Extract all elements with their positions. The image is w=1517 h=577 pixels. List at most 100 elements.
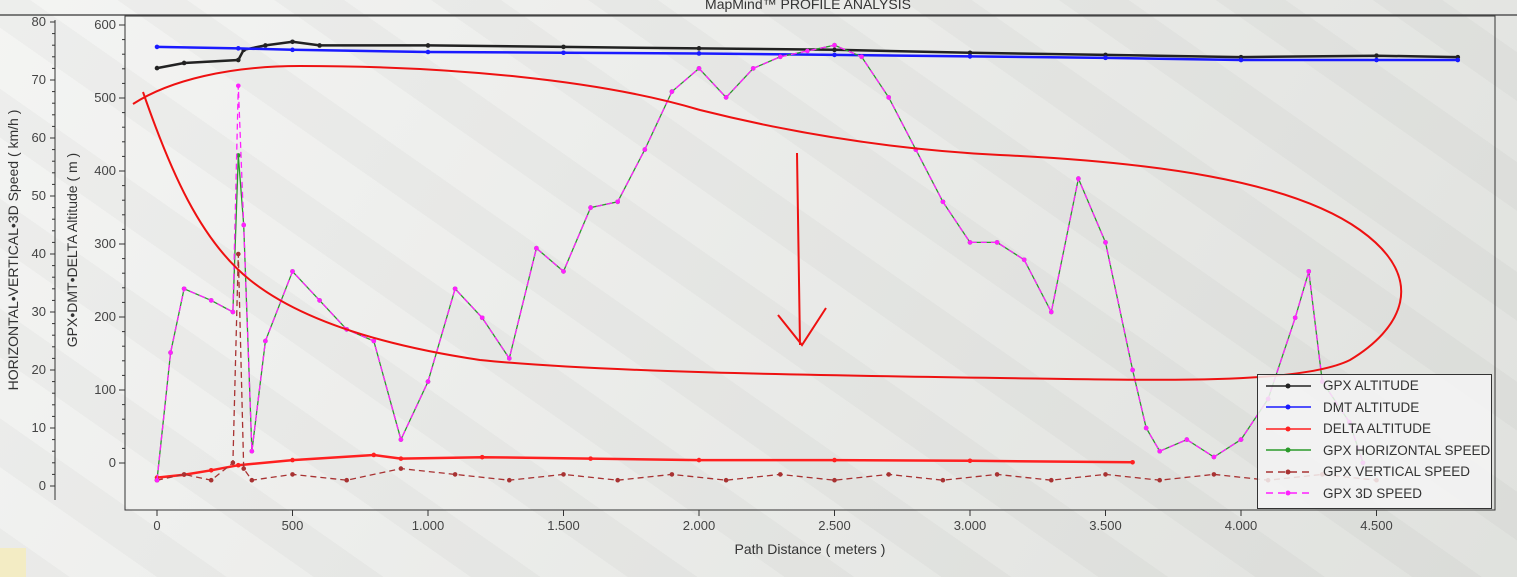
altitude-axis-label: GPX•DMT•DELTA Altitude ( m ): [64, 153, 80, 347]
delta-altitude-point: [236, 462, 241, 468]
speed-tick-label: 50: [32, 188, 46, 203]
gpx-3d-speed-point: [750, 66, 756, 71]
speed-axis-label: HORIZONTAL•VERTICAL•3D Speed ( km/h ): [5, 110, 21, 391]
altitude-tick-label: 400: [94, 163, 116, 178]
gpx-3d-speed-point: [181, 286, 187, 292]
legend-swatch: [1266, 469, 1311, 475]
gpx-3d-speed-point: [805, 48, 810, 54]
gpx-vertical-speed-point: [615, 477, 620, 483]
gpx-vertical-speed-point: [249, 477, 255, 483]
gpx-vertical-speed-point: [1211, 472, 1217, 477]
legend-label: DMT ALTITUDE: [1323, 399, 1420, 415]
legend-item-delta-altitude: DELTA ALTITUDE: [1258, 418, 1491, 440]
gpx-altitude-point: [263, 43, 268, 48]
gpx-vertical-speed-point: [208, 477, 214, 483]
gpx-3d-speed-point: [1049, 309, 1054, 315]
gpx-3d-speed-point: [696, 66, 702, 71]
delta-altitude-point: [832, 457, 837, 463]
speed-tick-label: 80: [32, 14, 46, 29]
delta-altitude-line: [156, 453, 1133, 479]
gpx-3d-speed-point: [230, 309, 236, 315]
gpx-vertical-speed-point: [398, 466, 404, 471]
gpx-vertical-speed-point: [452, 472, 458, 477]
gpx-3d-speed-point: [1103, 240, 1108, 245]
x-tick-label: 2.000: [683, 518, 716, 533]
gpx-vertical-speed-point: [1157, 477, 1162, 483]
legend-label: DELTA ALTITUDE: [1323, 421, 1432, 437]
gpx-vertical-speed-point: [344, 477, 350, 483]
gpx-3d-speed-point: [425, 379, 431, 384]
gpx-vertical-speed-point: [1049, 477, 1054, 483]
delta-altitude-point: [208, 468, 214, 473]
gpx-3d-speed-point: [263, 338, 268, 344]
dmt-altitude-point: [696, 51, 702, 56]
dmt-altitude-point: [1103, 55, 1108, 61]
chart-title: MapMind™ PROFILE ANALYSIS: [705, 0, 911, 12]
gpx-vertical-speed-point: [886, 472, 891, 477]
gpx-vertical-speed-point: [832, 477, 837, 483]
gpx-3d-speed-point: [1130, 367, 1135, 373]
gpx-3d-speed-point: [615, 199, 620, 205]
dmt-altitude-point: [154, 44, 160, 50]
gpx-3d-speed-point: [1306, 269, 1312, 274]
gpx-3d-speed-point: [290, 269, 295, 274]
legend-item-gpx-3d-speed: GPX 3D SPEED: [1258, 483, 1491, 505]
dmt-altitude-line: [156, 45, 1458, 62]
corner-badge: [0, 548, 26, 577]
gpx-3d-speed-point: [669, 89, 675, 94]
x-tick-label: 2.500: [818, 518, 851, 533]
gpx-3d-speed-point: [561, 269, 566, 274]
delta-altitude-point: [967, 458, 973, 464]
x-tick-label: 1.500: [547, 518, 580, 533]
x-tick-label: 0: [153, 518, 160, 533]
speed-tick-label: 40: [32, 246, 46, 261]
dmt-altitude-point: [967, 54, 973, 59]
gpx-vertical-speed-point: [181, 472, 187, 477]
legend-label: GPX 3D SPEED: [1323, 485, 1423, 501]
legend-label: GPX HORIZONTAL SPEED: [1323, 442, 1491, 458]
gpx-3d-speed-point: [236, 83, 241, 89]
gpx-vertical-speed-point: [230, 460, 236, 466]
gpx-altitude-point: [561, 44, 566, 50]
gpx-3d-speed-series: [154, 42, 1366, 483]
gpx-altitude-series: [154, 39, 1461, 71]
gpx-altitude-point: [317, 43, 322, 48]
gpx-3d-speed-point: [588, 205, 593, 210]
x-tick-label: 4.000: [1225, 518, 1258, 533]
delta-altitude-point: [371, 452, 377, 458]
altitude-tick-label: 600: [94, 17, 116, 32]
gpx-altitude-point: [832, 47, 837, 53]
gpx-vertical-speed-point: [290, 472, 295, 477]
gpx-3d-speed-point: [1021, 257, 1027, 263]
gpx-3d-speed-point: [208, 298, 214, 303]
speed-tick-label: 0: [39, 478, 46, 493]
legend-swatch: [1266, 383, 1311, 389]
delta-altitude-point: [588, 456, 593, 461]
legend-swatch: [1266, 490, 1311, 496]
delta-altitude-point: [398, 456, 404, 461]
legend-item-gpx-vertical-speed: GPX VERTICAL SPEED: [1258, 461, 1491, 483]
gpx-vertical-speed-point: [778, 472, 783, 477]
gpx-3d-speed-point: [1211, 454, 1217, 460]
altitude-tick-label: 300: [94, 236, 116, 251]
dmt-altitude-point: [561, 50, 566, 56]
gpx-3d-speed-point: [886, 95, 891, 100]
dmt-altitude-point: [425, 49, 431, 55]
gpx-vertical-speed-line: [156, 253, 1377, 481]
gpx-3d-speed-point: [778, 54, 783, 60]
gpx-3d-speed-point: [1184, 437, 1190, 442]
gpx-3d-speed-point: [154, 477, 160, 483]
gpx-altitude-point: [154, 65, 160, 71]
gpx-3d-speed-point: [371, 338, 377, 344]
dmt-altitude-point: [832, 52, 837, 58]
gpx-3d-speed-point: [859, 54, 864, 60]
annotation-arrow: [777, 152, 827, 347]
dmt-altitude-point: [1455, 57, 1461, 63]
legend-label: GPX VERTICAL SPEED: [1323, 464, 1471, 480]
hand-drawn-annotation: [132, 64, 1403, 381]
legend-swatch: [1266, 404, 1311, 410]
gpx-altitude-point: [967, 50, 973, 56]
x-tick-label: 3.500: [1089, 518, 1122, 533]
gpx-altitude-point: [1374, 53, 1379, 58]
gpx-3d-speed-point: [452, 286, 458, 292]
